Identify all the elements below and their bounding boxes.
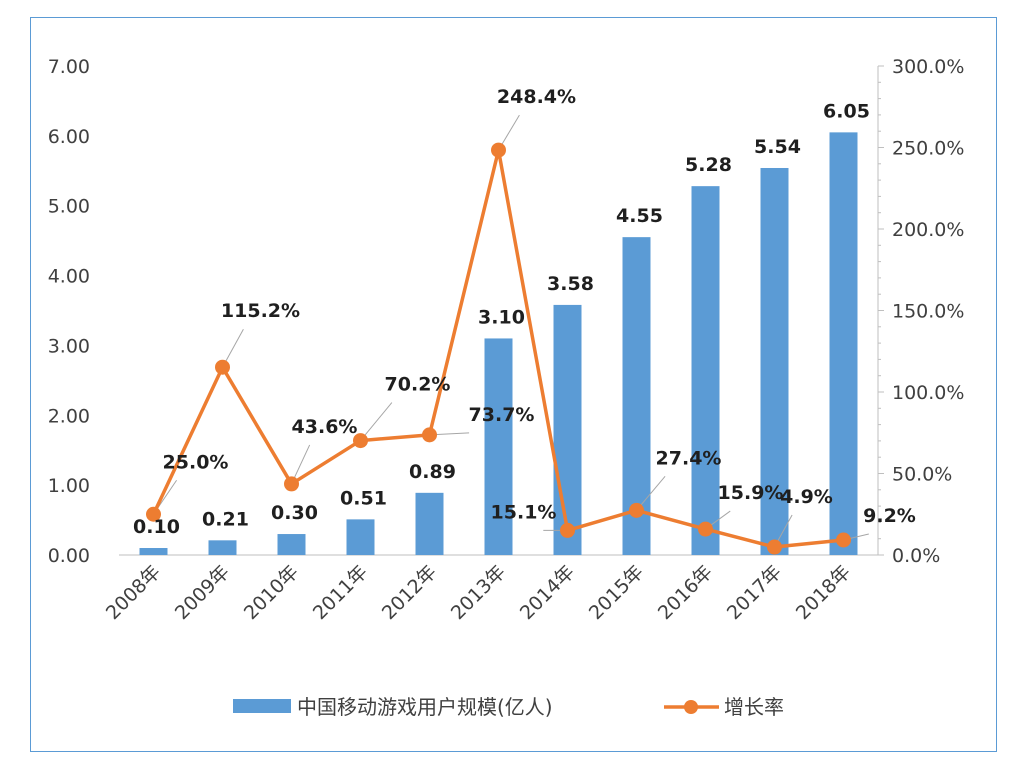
rate-data-label: 27.4% xyxy=(656,447,722,469)
legend-line-marker xyxy=(684,700,698,714)
y-right-tick-label: 100.0% xyxy=(892,382,964,404)
x-axis-labels: 2008年 2009年 2010年 2011年 2012年 2013年 2014年 2015年… xyxy=(102,561,855,624)
leader-line xyxy=(360,402,393,441)
legend-bar-label: 中国移动游戏用户规模(亿人) xyxy=(297,695,553,719)
bar-data-label: 0.51 xyxy=(340,487,387,509)
x-tick-label: 2013年 xyxy=(447,561,510,624)
y-right-tick-label: 250.0% xyxy=(892,138,964,160)
x-tick-label: 2010年 xyxy=(240,561,303,624)
rate-point xyxy=(491,142,506,158)
x-tick-label: 2012年 xyxy=(378,561,441,624)
y-left-tick-label: 0.00 xyxy=(48,545,90,567)
x-tick-label: 2015年 xyxy=(585,561,648,624)
bar-data-label: 5.28 xyxy=(685,154,732,176)
bar xyxy=(553,304,582,555)
x-tick-label: 2008年 xyxy=(102,561,165,624)
x-tick-label: 2018年 xyxy=(792,561,855,624)
y-right-tick-label: 50.0% xyxy=(892,464,952,486)
bar xyxy=(484,338,513,555)
legend-line-label: 增长率 xyxy=(724,695,784,719)
y-left-tick-label: 4.00 xyxy=(48,266,90,288)
bar xyxy=(346,519,375,555)
rate-data-label: 70.2% xyxy=(385,374,451,396)
legend-bar-swatch xyxy=(233,699,291,713)
x-tick-label: 2017年 xyxy=(723,561,786,624)
rate-point xyxy=(629,502,644,518)
rate-data-label: 43.6% xyxy=(292,416,358,438)
bar-data-label: 5.54 xyxy=(754,136,801,158)
rate-point xyxy=(215,359,230,375)
rate-point xyxy=(146,506,161,522)
bar xyxy=(208,540,237,555)
rate-data-label: 9.2% xyxy=(863,505,916,527)
bar-data-label: 4.55 xyxy=(616,205,663,227)
rate-point xyxy=(836,532,851,548)
y-right-tick-label: 300.0% xyxy=(892,56,964,78)
y-left-tick-label: 5.00 xyxy=(48,196,90,218)
x-tick-label: 2011年 xyxy=(309,561,372,624)
bar xyxy=(139,548,168,555)
x-tick-label: 2014年 xyxy=(516,561,579,624)
bar-data-label: 3.58 xyxy=(547,273,594,295)
rate-data-label: 115.2% xyxy=(221,300,300,322)
legend: 中国移动游戏用户规模(亿人) 增长率 xyxy=(233,695,784,719)
rate-data-label: 248.4% xyxy=(497,86,576,108)
bar xyxy=(829,132,858,555)
rate-point xyxy=(284,476,299,492)
y-left-tick-label: 2.00 xyxy=(48,405,90,427)
bar-data-label: 0.10 xyxy=(133,516,180,538)
bar-data-label: 0.30 xyxy=(271,502,318,524)
axes: 0.00 1.00 2.00 3.00 4.00 5.00 6.00 7.00 0.0% 50.0… xyxy=(48,56,965,567)
rate-point xyxy=(560,522,575,538)
rate-point xyxy=(767,539,782,555)
bar-series xyxy=(139,132,858,555)
bar-data-label: 0.89 xyxy=(409,461,456,483)
y-left-tick-label: 1.00 xyxy=(48,475,90,497)
bar xyxy=(415,492,444,555)
y-left-tick-label: 6.00 xyxy=(48,126,90,148)
y-right-tick-label: 200.0% xyxy=(892,219,964,241)
x-tick-label: 2016年 xyxy=(654,561,717,624)
bar-data-label: 0.21 xyxy=(202,508,249,530)
y-left-tick-label: 7.00 xyxy=(48,56,90,78)
rate-point xyxy=(698,521,713,537)
rate-data-label: 73.7% xyxy=(469,404,535,426)
rate-data-label: 15.9% xyxy=(718,482,784,504)
y-left-tick-label: 3.00 xyxy=(48,335,90,357)
bar xyxy=(691,186,720,555)
rate-data-label: 4.9% xyxy=(780,486,833,508)
y-right-tick-label: 0.0% xyxy=(892,545,940,567)
y-right-tick-label: 150.0% xyxy=(892,301,964,323)
bar-data-label: 6.05 xyxy=(823,100,870,122)
data-labels: 0.10 0.21 0.30 0.51 0.89 3.10 3.58 4.55 5.28 5.54… xyxy=(133,86,916,538)
line-series xyxy=(146,142,851,555)
rate-data-label: 25.0% xyxy=(163,451,229,473)
bar xyxy=(760,167,789,555)
bar xyxy=(622,237,651,555)
rate-point xyxy=(353,433,368,449)
bar-data-label: 3.10 xyxy=(478,306,525,328)
x-tick-label: 2009年 xyxy=(171,561,234,624)
rate-point xyxy=(422,427,437,443)
rate-data-label: 15.1% xyxy=(491,501,557,523)
bar xyxy=(277,534,306,555)
